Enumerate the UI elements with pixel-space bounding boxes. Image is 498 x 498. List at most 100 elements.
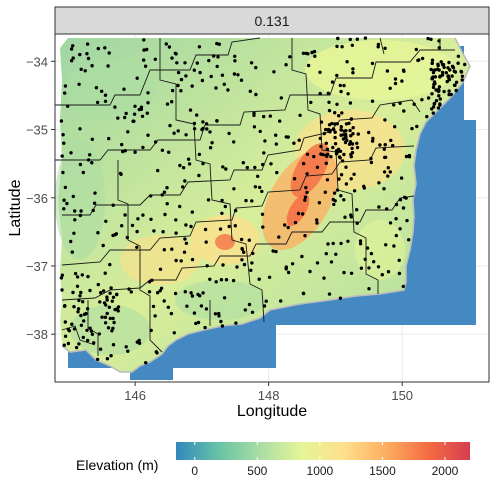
station-point bbox=[401, 68, 406, 72]
station-point bbox=[141, 145, 145, 150]
station-point bbox=[404, 196, 408, 200]
station-point bbox=[213, 312, 218, 316]
station-point bbox=[113, 105, 117, 109]
station-point bbox=[304, 185, 308, 190]
station-point bbox=[369, 251, 374, 256]
station-point bbox=[183, 237, 187, 241]
facet-strip bbox=[54, 6, 490, 35]
station-point bbox=[288, 55, 292, 59]
station-point bbox=[386, 270, 391, 274]
station-point bbox=[339, 89, 343, 94]
station-point bbox=[284, 267, 288, 271]
station-point bbox=[313, 54, 317, 58]
station-point bbox=[438, 97, 442, 101]
station-point bbox=[426, 96, 431, 100]
station-point bbox=[444, 71, 448, 75]
station-point bbox=[71, 290, 75, 295]
station-point bbox=[85, 42, 90, 46]
station-point bbox=[208, 146, 213, 150]
station-point bbox=[339, 128, 344, 132]
station-point bbox=[326, 91, 330, 96]
station-point bbox=[101, 243, 105, 248]
station-point bbox=[447, 92, 451, 97]
station-point bbox=[192, 121, 197, 126]
station-point bbox=[348, 37, 352, 42]
station-point bbox=[376, 45, 380, 49]
station-point bbox=[436, 88, 441, 92]
station-point bbox=[293, 220, 298, 225]
station-point bbox=[315, 261, 320, 265]
station-point bbox=[77, 342, 81, 346]
station-point bbox=[401, 206, 406, 210]
station-point bbox=[226, 88, 230, 92]
station-point bbox=[400, 79, 404, 83]
station-point bbox=[348, 101, 353, 105]
station-point bbox=[185, 304, 189, 308]
station-point bbox=[179, 259, 183, 263]
station-point bbox=[103, 93, 108, 97]
station-point bbox=[292, 177, 297, 181]
station-point bbox=[410, 126, 414, 131]
station-point bbox=[340, 111, 344, 115]
station-point bbox=[127, 287, 131, 291]
station-point bbox=[432, 101, 437, 106]
station-point bbox=[333, 135, 337, 140]
coastline bbox=[61, 37, 471, 373]
station-point bbox=[186, 157, 191, 161]
station-point bbox=[204, 240, 208, 244]
station-point bbox=[90, 137, 95, 141]
station-point bbox=[187, 162, 192, 166]
station-point bbox=[233, 59, 237, 63]
station-point bbox=[166, 305, 170, 309]
station-point bbox=[260, 212, 265, 216]
station-point bbox=[135, 245, 139, 249]
station-point bbox=[113, 307, 117, 312]
station-point bbox=[426, 36, 430, 41]
station-point bbox=[146, 91, 150, 95]
station-point bbox=[254, 65, 258, 70]
station-point bbox=[352, 172, 356, 176]
station-point bbox=[436, 106, 441, 110]
station-point bbox=[331, 145, 335, 150]
station-point bbox=[232, 140, 236, 144]
station-point bbox=[121, 149, 125, 154]
station-point bbox=[305, 172, 309, 176]
station-point bbox=[442, 89, 446, 94]
station-point bbox=[258, 129, 262, 134]
station-point bbox=[81, 335, 86, 340]
station-point bbox=[103, 315, 108, 319]
station-point bbox=[205, 264, 209, 268]
station-point bbox=[277, 235, 281, 239]
station-point bbox=[103, 99, 108, 104]
station-point bbox=[348, 140, 353, 144]
station-point bbox=[86, 274, 90, 279]
station-point bbox=[425, 114, 429, 119]
station-point bbox=[100, 315, 104, 319]
station-point bbox=[77, 82, 81, 87]
station-point bbox=[233, 208, 238, 213]
station-point bbox=[391, 143, 395, 148]
station-point bbox=[179, 89, 183, 93]
station-point bbox=[96, 46, 101, 51]
station-point bbox=[150, 278, 154, 282]
station-point bbox=[325, 147, 330, 151]
station-point bbox=[220, 198, 224, 203]
station-point bbox=[188, 108, 193, 112]
station-point bbox=[312, 154, 316, 159]
station-point bbox=[333, 122, 337, 126]
station-point bbox=[355, 141, 359, 145]
station-point bbox=[107, 51, 111, 55]
station-point bbox=[76, 307, 81, 311]
station-point bbox=[100, 89, 104, 94]
station-point bbox=[170, 56, 174, 60]
station-point bbox=[392, 244, 396, 248]
legend-tick-label: 500 bbox=[247, 464, 267, 478]
station-point bbox=[66, 327, 71, 331]
station-point bbox=[99, 291, 103, 295]
station-point bbox=[326, 127, 331, 132]
station-point bbox=[338, 296, 343, 300]
station-point bbox=[249, 268, 253, 272]
station-point bbox=[165, 186, 169, 190]
station-point bbox=[205, 127, 209, 131]
station-point bbox=[292, 141, 296, 145]
